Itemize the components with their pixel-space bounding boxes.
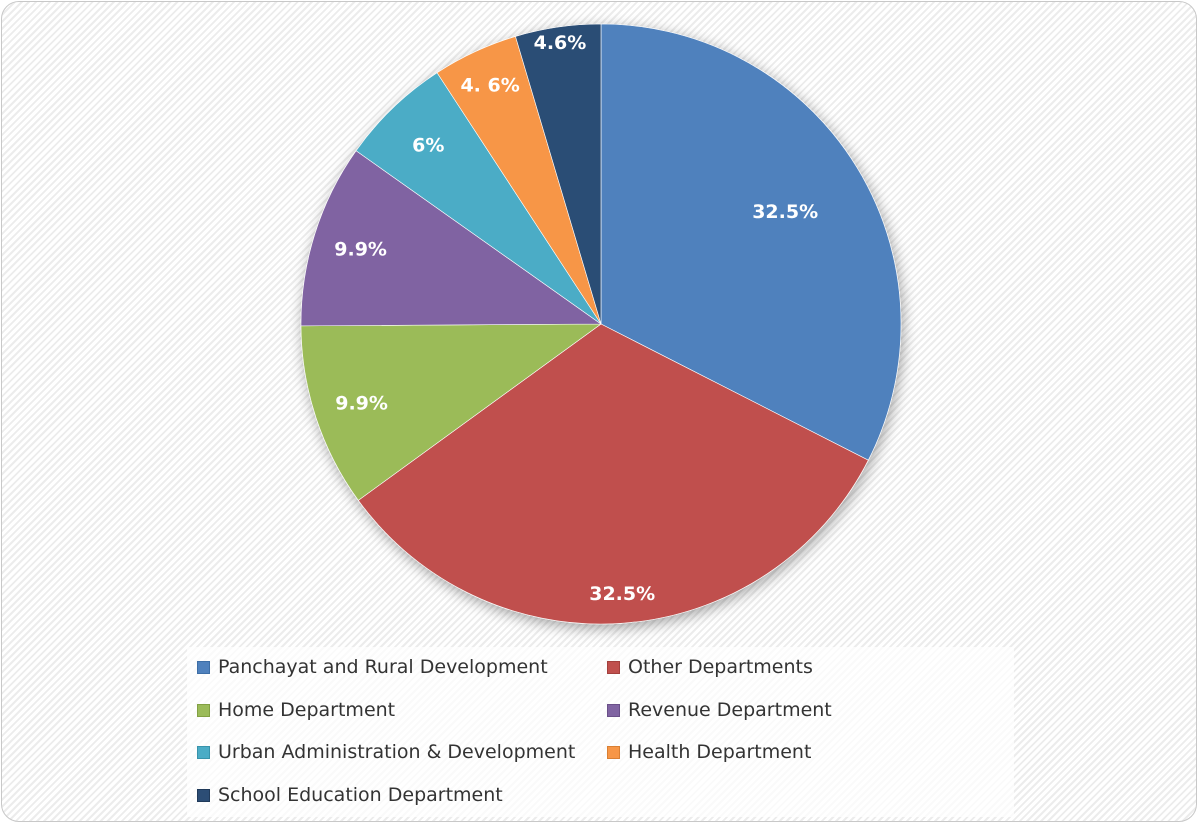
legend-item-panchayat: Panchayat and Rural Development (197, 652, 548, 682)
legend: Panchayat and Rural Development Other De… (187, 647, 1014, 817)
legend-label: Urban Administration & Development (218, 741, 576, 763)
legend-swatch (607, 660, 620, 674)
legend-swatch (607, 745, 620, 759)
legend-label: Panchayat and Rural Development (218, 656, 548, 678)
slice-data-label: 6% (412, 135, 444, 157)
pie-slice (357, 323, 869, 625)
slice-data-label: 4.6% (534, 32, 587, 54)
legend-label: School Education Department (218, 784, 503, 806)
pie-slice (300, 323, 602, 501)
pie-slice (600, 23, 902, 461)
legend-label: Other Departments (628, 656, 813, 678)
legend-item-other: Other Departments (607, 652, 813, 682)
legend-swatch (607, 703, 620, 717)
pie-slice (300, 150, 602, 327)
legend-swatch (197, 660, 210, 674)
slice-data-label: 32.5% (589, 583, 655, 605)
legend-label: Revenue Department (628, 699, 832, 721)
legend-item-urban: Urban Administration & Development (197, 737, 575, 767)
legend-swatch (197, 788, 210, 802)
legend-item-home: Home Department (197, 695, 395, 725)
pie-slices (300, 23, 902, 625)
pie-slice (515, 23, 602, 325)
legend-item-school: School Education Department (197, 780, 503, 810)
legend-label: Home Department (218, 699, 396, 721)
legend-item-health: Health Department (607, 737, 811, 767)
legend-item-revenue: Revenue Department (607, 695, 832, 725)
legend-label: Health Department (628, 741, 812, 763)
legend-swatch (197, 703, 210, 717)
slice-data-label: 32.5% (752, 201, 818, 223)
legend-swatch (197, 745, 210, 759)
slice-labels: 32.5% 32.5% 9.9% 9.9% 6% 4. 6% 4.6% (334, 32, 818, 605)
slice-data-label: 9.9% (335, 393, 388, 415)
slice-data-label: 4. 6% (460, 74, 519, 96)
slice-data-label: 9.9% (334, 238, 387, 260)
